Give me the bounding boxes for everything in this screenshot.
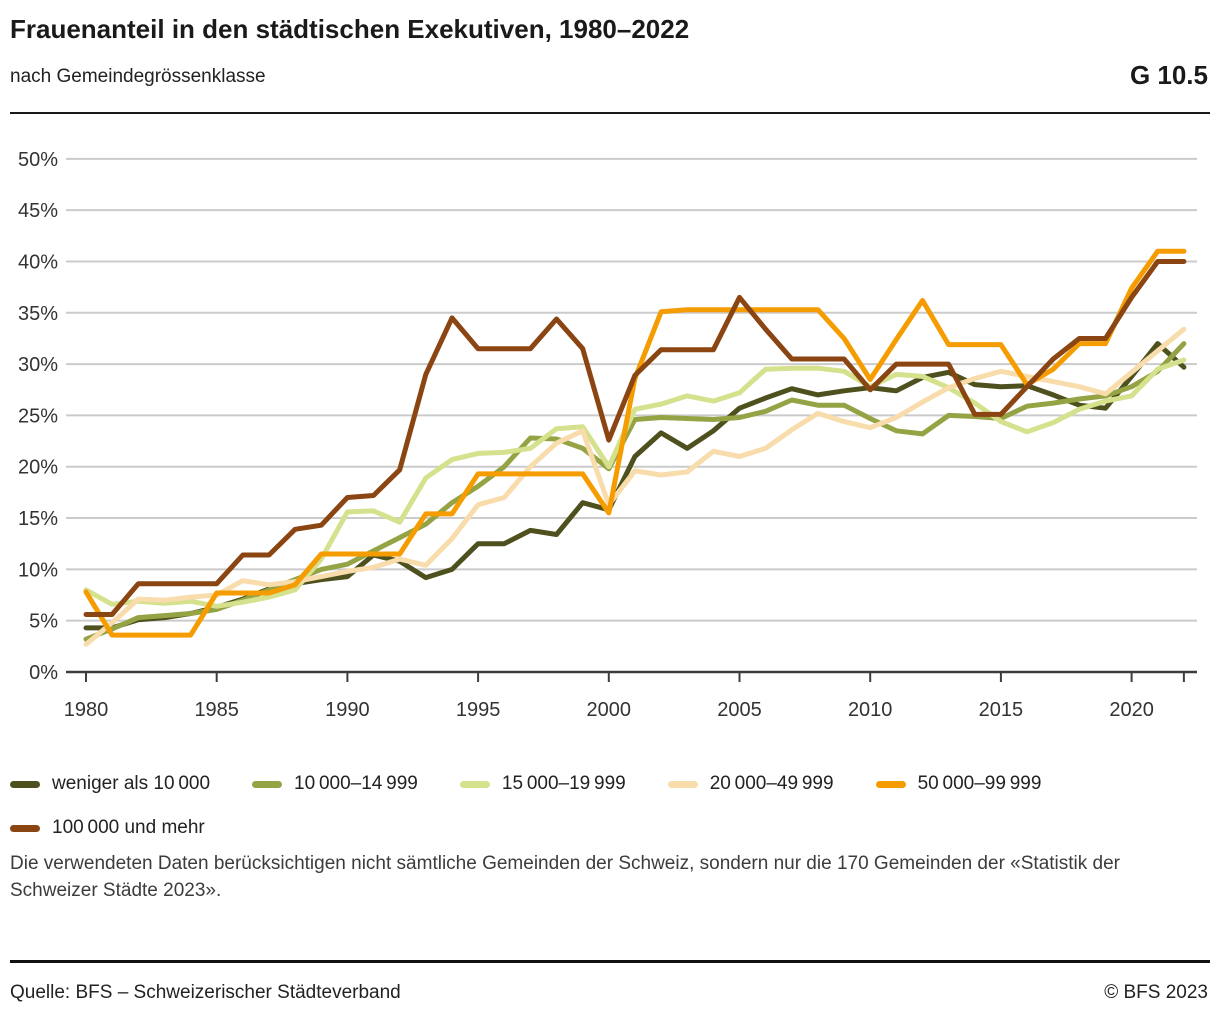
- svg-text:2015: 2015: [979, 699, 1024, 721]
- svg-text:2005: 2005: [717, 699, 762, 721]
- legend-swatch-icon: [10, 780, 40, 788]
- svg-text:50%: 50%: [18, 149, 58, 171]
- svg-text:40%: 40%: [18, 251, 58, 273]
- svg-text:2010: 2010: [848, 699, 893, 721]
- svg-text:20%: 20%: [18, 457, 58, 479]
- x-axis-labels: 1980 1985 1990 1995 2000 2005 2010 2015 2020: [64, 699, 1154, 721]
- header-divider: [10, 112, 1210, 114]
- series-line-4: [83, 248, 1187, 638]
- svg-text:2020: 2020: [1109, 699, 1154, 721]
- chart-legend: weniger als 10 000 10 000–14 999 15 000–19…: [10, 770, 1210, 842]
- chart-subtitle: nach Gemeindegrössenklasse: [10, 66, 266, 87]
- svg-text:10%: 10%: [18, 559, 58, 581]
- legend-label: weniger als 10 000: [52, 773, 211, 794]
- graph-number-label: G 10.5: [1129, 60, 1208, 90]
- legend-swatch-icon: [875, 780, 906, 788]
- legend-swatch-icon: [10, 824, 40, 832]
- legend-item-0: weniger als 10 000: [10, 770, 210, 798]
- legend-item-4: 50 000–99 999: [875, 770, 1042, 798]
- footer: Quelle: BFS – Schweizerischer Städteverb…: [10, 982, 1208, 1004]
- legend-swatch-icon: [667, 780, 698, 788]
- source-text: Quelle: BFS – Schweizerischer Städteverb…: [10, 982, 401, 1003]
- legend-label: 50 000–99 999: [917, 773, 1042, 794]
- series-line-3: [83, 326, 1187, 647]
- legend-label: 10 000–14 999: [294, 773, 418, 794]
- footnote-text: Die verwendeten Daten berücksichtigen ni…: [10, 853, 1120, 901]
- series-line-1: [83, 341, 1187, 642]
- legend-label: 100 000 und mehr: [52, 817, 205, 838]
- svg-text:30%: 30%: [18, 354, 58, 376]
- legend-item-2: 15 000–19 999: [459, 770, 626, 798]
- svg-text:25%: 25%: [18, 405, 58, 427]
- series-line-5: [83, 259, 1187, 617]
- svg-text:2000: 2000: [587, 699, 632, 721]
- svg-text:1990: 1990: [325, 699, 370, 721]
- legend-item-3: 20 000–49 999: [667, 770, 834, 798]
- svg-text:1985: 1985: [194, 699, 239, 721]
- y-axis-labels: 0% 5% 10% 15% 20% 25% 30% 35% 40% 45% 50%: [18, 149, 58, 684]
- page-title: Frauenanteil in den städtischen Exekutiv…: [10, 14, 690, 44]
- svg-text:15%: 15%: [18, 508, 58, 530]
- legend-item-1: 10 000–14 999: [252, 770, 418, 798]
- svg-text:5%: 5%: [29, 611, 58, 633]
- svg-text:45%: 45%: [18, 200, 58, 222]
- legend-swatch-icon: [252, 780, 283, 788]
- svg-text:1995: 1995: [456, 699, 501, 721]
- svg-text:0%: 0%: [29, 662, 58, 684]
- series-line-2: [83, 357, 1187, 609]
- svg-text:1980: 1980: [64, 699, 109, 721]
- legend-swatch-icon: [459, 780, 490, 788]
- legend-label: 20 000–49 999: [709, 773, 834, 794]
- legend-label: 15 000–19 999: [501, 773, 626, 794]
- copyright-text: © BFS 2023: [1104, 982, 1208, 1003]
- line-chart: 0%5%10%15%20%25%30%35%40%45%50%1980 1985 1…: [18, 149, 1197, 721]
- footer-divider: [10, 960, 1210, 963]
- legend-item-5: 100 000 und mehr: [10, 814, 205, 842]
- svg-text:35%: 35%: [18, 303, 58, 325]
- x-axis: [66, 670, 1197, 682]
